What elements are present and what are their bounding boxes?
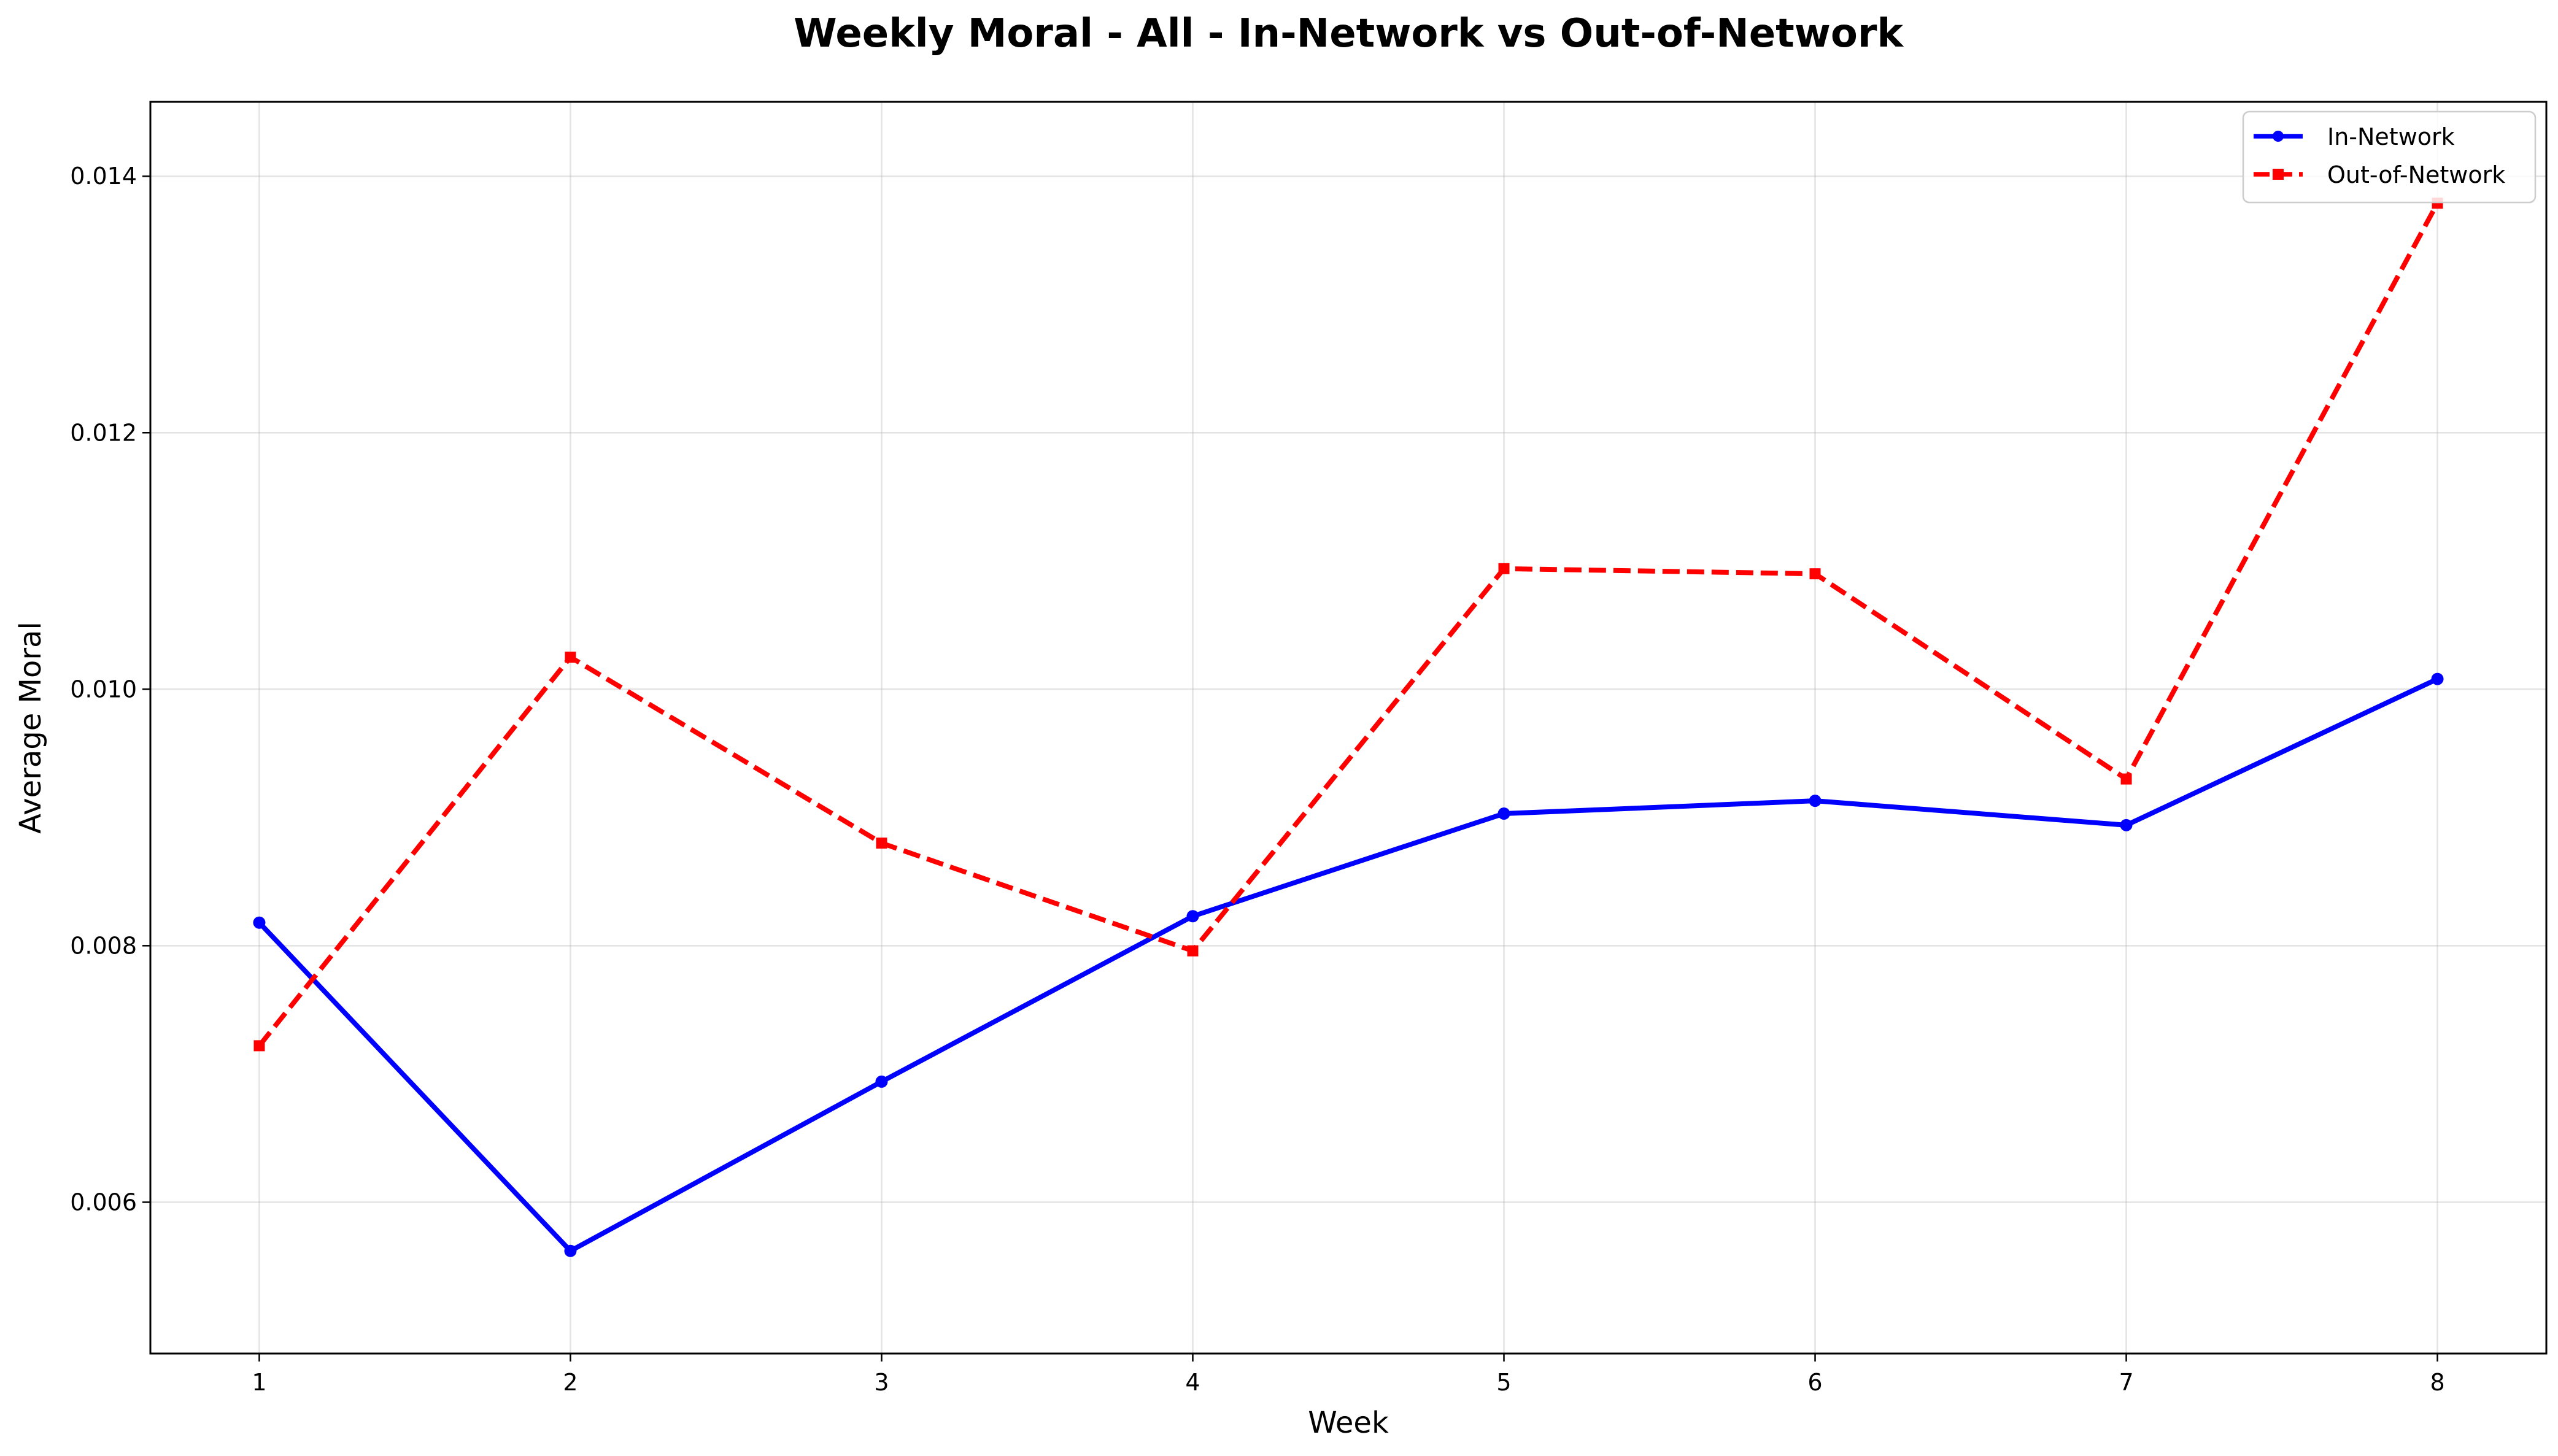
y-tick-label: 0.012 [70, 419, 137, 446]
data-point-out-of-network [2120, 773, 2132, 785]
legend-box [2242, 110, 2537, 204]
y-tick-label: 0.008 [70, 932, 137, 959]
data-point-in-network [875, 1075, 888, 1088]
data-point-out-of-network [1498, 563, 1510, 574]
legend-label-out-of-network: Out-of-Network [2327, 161, 2505, 188]
data-point-out-of-network [565, 652, 576, 663]
legend-label-in-network: In-Network [2327, 123, 2455, 150]
x-tick-label: 7 [2119, 1369, 2133, 1396]
x-tick-label: 2 [563, 1369, 578, 1396]
legend: In-Network Out-of-Network [2242, 110, 2537, 204]
data-point-in-network [253, 916, 266, 929]
plot-area [149, 101, 2548, 1355]
y-axis-label: Average Moral [14, 622, 48, 834]
y-tick-label: 0.014 [70, 163, 137, 190]
x-tick-label: 6 [1807, 1369, 1822, 1396]
series-group [253, 198, 2444, 1257]
legend-marker-out-of-network [2273, 169, 2284, 180]
legend-marker-in-network [2273, 131, 2284, 142]
data-point-in-network [2431, 672, 2444, 685]
series-line-in-network [257, 676, 2439, 1254]
data-point-out-of-network [1809, 568, 1821, 580]
grid [150, 102, 2546, 1354]
x-tick-label: 1 [252, 1369, 266, 1396]
x-tick-label: 3 [874, 1369, 889, 1396]
data-point-out-of-network [876, 838, 887, 849]
y-tick-label: 0.010 [70, 676, 137, 703]
x-axis-label: Week [1308, 1406, 1389, 1440]
data-point-in-network [1809, 795, 1822, 807]
data-point-in-network [2120, 819, 2133, 831]
data-point-in-network [1186, 910, 1199, 923]
data-point-in-network [1497, 807, 1510, 820]
chart-title: Weekly Moral - All - In-Network vs Out-o… [794, 11, 1904, 56]
x-tick-label: 4 [1185, 1369, 1200, 1396]
data-point-out-of-network [253, 1040, 265, 1052]
data-point-in-network [564, 1244, 577, 1257]
x-tick-label: 5 [1496, 1369, 1511, 1396]
series-line-out-of-network [257, 202, 2440, 1047]
data-point-out-of-network [1187, 945, 1199, 957]
y-tick-label: 0.006 [70, 1188, 137, 1215]
axes: 1 2 3 4 5 6 7 8 0.006 0.008 0.010 0.012 0.014 [70, 163, 2444, 1396]
x-tick-label: 8 [2430, 1369, 2444, 1396]
